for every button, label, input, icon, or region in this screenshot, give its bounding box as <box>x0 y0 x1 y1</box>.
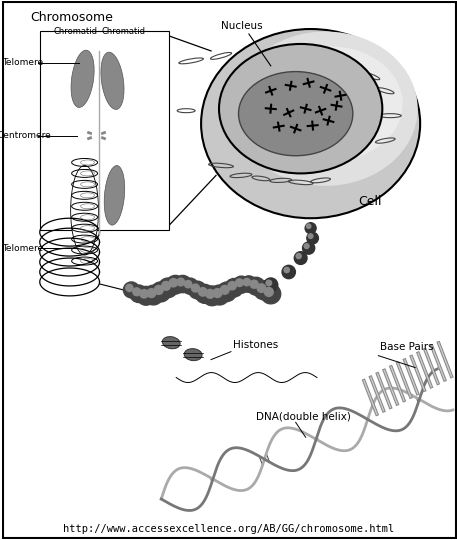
Circle shape <box>228 281 236 290</box>
Text: Nucleus: Nucleus <box>221 21 263 31</box>
Ellipse shape <box>234 31 418 186</box>
Circle shape <box>140 289 149 298</box>
Circle shape <box>174 275 191 293</box>
Circle shape <box>225 279 243 297</box>
Circle shape <box>123 282 139 298</box>
Circle shape <box>236 279 243 287</box>
Circle shape <box>220 286 229 294</box>
Circle shape <box>243 279 250 286</box>
Ellipse shape <box>91 130 101 141</box>
Circle shape <box>303 242 315 254</box>
Text: DNA(double helix): DNA(double helix) <box>256 411 351 421</box>
Ellipse shape <box>162 336 180 349</box>
Circle shape <box>177 278 185 286</box>
Circle shape <box>202 286 222 306</box>
Circle shape <box>182 278 198 294</box>
Circle shape <box>133 288 141 296</box>
Circle shape <box>282 265 295 279</box>
Ellipse shape <box>101 52 124 110</box>
Circle shape <box>130 285 148 302</box>
Circle shape <box>257 284 266 293</box>
Text: Centromere: Centromere <box>0 131 52 140</box>
Circle shape <box>213 288 222 298</box>
Circle shape <box>206 289 214 298</box>
Circle shape <box>296 253 301 259</box>
Circle shape <box>147 289 156 298</box>
Ellipse shape <box>71 165 99 255</box>
Text: Cell: Cell <box>358 195 382 208</box>
Ellipse shape <box>71 50 94 107</box>
Text: Chromatid: Chromatid <box>101 27 145 36</box>
Circle shape <box>308 234 313 239</box>
Ellipse shape <box>258 46 403 161</box>
Ellipse shape <box>239 72 353 156</box>
Circle shape <box>305 222 316 234</box>
Circle shape <box>304 244 309 248</box>
Text: Telomere: Telomere <box>2 244 43 253</box>
Text: Histones: Histones <box>233 340 278 350</box>
Circle shape <box>217 282 236 301</box>
Circle shape <box>209 285 229 305</box>
Circle shape <box>151 282 171 302</box>
Circle shape <box>294 252 307 265</box>
Circle shape <box>266 280 271 286</box>
Circle shape <box>284 267 289 273</box>
Ellipse shape <box>104 166 125 225</box>
Circle shape <box>264 287 273 296</box>
Circle shape <box>264 278 278 292</box>
Text: http://www.accessexcellence.org/AB/GG/chromosome.html: http://www.accessexcellence.org/AB/GG/ch… <box>64 524 394 534</box>
Text: Telomere: Telomere <box>2 58 43 68</box>
Circle shape <box>189 281 206 299</box>
Circle shape <box>126 285 133 292</box>
Ellipse shape <box>184 349 202 361</box>
Circle shape <box>233 276 250 293</box>
Circle shape <box>261 284 281 304</box>
Circle shape <box>198 288 207 296</box>
Circle shape <box>166 275 185 294</box>
Text: Base Pairs: Base Pairs <box>380 342 434 352</box>
Circle shape <box>191 284 199 292</box>
Circle shape <box>143 285 163 305</box>
Circle shape <box>307 224 311 228</box>
Ellipse shape <box>219 44 383 173</box>
Text: Chromosome: Chromosome <box>30 11 113 24</box>
Circle shape <box>158 278 178 298</box>
Circle shape <box>195 285 214 303</box>
Circle shape <box>240 276 257 292</box>
Circle shape <box>154 286 163 294</box>
Circle shape <box>250 280 258 288</box>
Circle shape <box>137 286 155 305</box>
Ellipse shape <box>201 29 420 218</box>
Bar <box>40 31 169 230</box>
Circle shape <box>185 280 192 288</box>
Circle shape <box>247 277 265 295</box>
Circle shape <box>169 279 178 287</box>
Text: Chromatid: Chromatid <box>54 27 98 36</box>
Circle shape <box>162 281 170 290</box>
Circle shape <box>307 232 319 244</box>
Circle shape <box>254 281 273 300</box>
